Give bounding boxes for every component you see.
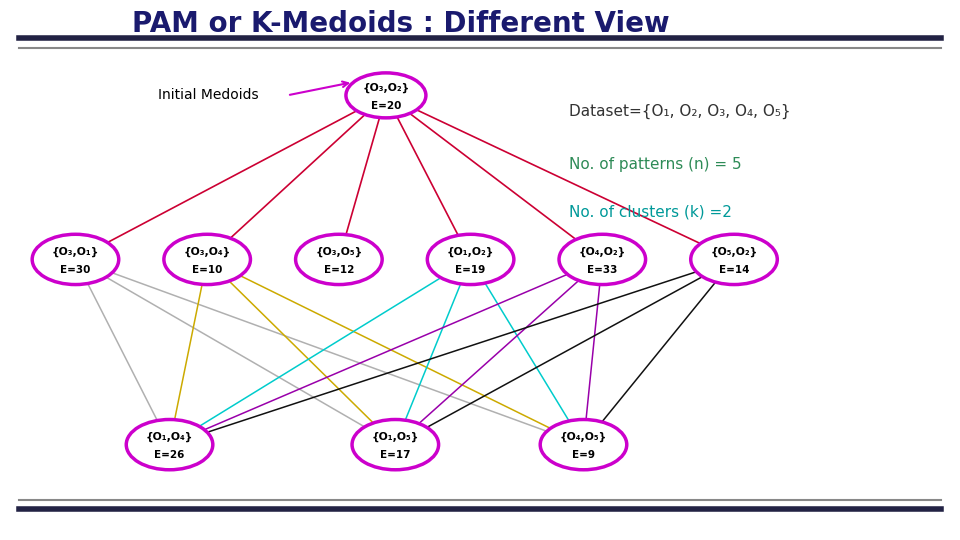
Text: E=17: E=17 (380, 450, 411, 460)
Text: E=10: E=10 (192, 265, 223, 275)
Text: E=14: E=14 (719, 265, 749, 275)
Ellipse shape (691, 234, 778, 285)
Ellipse shape (164, 234, 251, 285)
Ellipse shape (427, 234, 514, 285)
Text: {O₁,O₅}: {O₁,O₅} (372, 432, 419, 442)
Text: E=26: E=26 (155, 450, 184, 460)
Text: E=30: E=30 (60, 265, 90, 275)
Text: {O₁,O₄}: {O₁,O₄} (146, 432, 193, 442)
Text: {O₄,O₂}: {O₄,O₂} (579, 247, 626, 257)
Text: {O₃,O₅}: {O₃,O₅} (315, 247, 363, 257)
Text: Initial Medoids: Initial Medoids (158, 89, 259, 103)
Text: E=12: E=12 (324, 265, 354, 275)
Text: {O₄,O₅}: {O₄,O₅} (560, 432, 607, 442)
Ellipse shape (352, 420, 439, 470)
Ellipse shape (540, 420, 627, 470)
Text: E=9: E=9 (572, 450, 595, 460)
Text: E=19: E=19 (455, 265, 486, 275)
Ellipse shape (127, 420, 213, 470)
Text: {O₃,O₄}: {O₃,O₄} (183, 247, 230, 257)
Text: {O₃,O₁}: {O₃,O₁} (52, 247, 99, 257)
Text: {O₁,O₂}: {O₁,O₂} (447, 247, 494, 257)
Ellipse shape (559, 234, 645, 285)
Text: E=20: E=20 (371, 101, 401, 111)
Ellipse shape (346, 73, 426, 118)
Text: {O₅,O₂}: {O₅,O₂} (710, 247, 757, 257)
Text: No. of clusters (k) =2: No. of clusters (k) =2 (569, 204, 732, 219)
Text: Dataset={O₁, O₂, O₃, O₄, O₅}: Dataset={O₁, O₂, O₃, O₄, O₅} (569, 104, 791, 119)
Text: No. of patterns (n) = 5: No. of patterns (n) = 5 (569, 157, 742, 172)
Text: {O₃,O₂}: {O₃,O₂} (362, 83, 410, 93)
Text: E=33: E=33 (588, 265, 617, 275)
Ellipse shape (296, 234, 382, 285)
Text: PAM or K-Medoids : Different View: PAM or K-Medoids : Different View (132, 10, 669, 38)
Ellipse shape (33, 234, 119, 285)
